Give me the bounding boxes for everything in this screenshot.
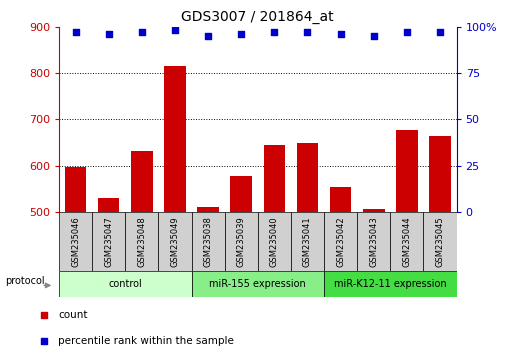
Point xyxy=(370,33,378,39)
Bar xyxy=(291,212,324,271)
Title: GDS3007 / 201864_at: GDS3007 / 201864_at xyxy=(182,10,334,24)
Point xyxy=(40,338,48,343)
Point xyxy=(40,312,48,318)
Point xyxy=(270,29,279,35)
Point xyxy=(436,29,444,35)
Text: percentile rank within the sample: percentile rank within the sample xyxy=(58,336,234,346)
Bar xyxy=(396,130,418,212)
Bar xyxy=(363,209,385,212)
Text: GSM235039: GSM235039 xyxy=(236,216,246,267)
Bar xyxy=(429,136,451,212)
Text: miR-K12-11 expression: miR-K12-11 expression xyxy=(334,279,447,289)
Bar xyxy=(390,212,423,271)
Point xyxy=(137,29,146,35)
Text: GSM235042: GSM235042 xyxy=(336,216,345,267)
Text: GSM235046: GSM235046 xyxy=(71,216,80,267)
Text: protocol: protocol xyxy=(5,276,44,286)
Text: GSM235041: GSM235041 xyxy=(303,216,312,267)
Bar xyxy=(131,151,152,212)
Bar xyxy=(198,207,219,212)
Text: GSM235038: GSM235038 xyxy=(204,216,212,267)
Bar xyxy=(230,176,252,212)
Text: control: control xyxy=(108,279,142,289)
Point xyxy=(204,33,212,39)
Bar xyxy=(65,167,86,212)
Point xyxy=(303,29,311,35)
Text: GSM235049: GSM235049 xyxy=(170,216,180,267)
Bar xyxy=(264,145,285,212)
Bar xyxy=(98,198,120,212)
Bar xyxy=(92,212,125,271)
Point xyxy=(337,31,345,37)
Bar xyxy=(191,271,324,297)
Bar xyxy=(59,271,191,297)
Text: GSM235047: GSM235047 xyxy=(104,216,113,267)
Text: GSM235048: GSM235048 xyxy=(137,216,146,267)
Text: GSM235043: GSM235043 xyxy=(369,216,378,267)
Bar xyxy=(258,212,291,271)
Point xyxy=(71,29,80,35)
Point xyxy=(403,29,411,35)
Bar xyxy=(159,212,191,271)
Bar xyxy=(59,212,92,271)
Bar xyxy=(297,143,318,212)
Text: miR-155 expression: miR-155 expression xyxy=(209,279,306,289)
Bar xyxy=(125,212,159,271)
Text: GSM235044: GSM235044 xyxy=(402,216,411,267)
Bar xyxy=(225,212,258,271)
Text: GSM235040: GSM235040 xyxy=(270,216,279,267)
Bar xyxy=(191,212,225,271)
Bar xyxy=(423,212,457,271)
Bar xyxy=(324,271,457,297)
Point xyxy=(171,28,179,33)
Bar xyxy=(164,66,186,212)
Text: GSM235045: GSM235045 xyxy=(436,216,444,267)
Point xyxy=(105,31,113,37)
Bar xyxy=(357,212,390,271)
Bar xyxy=(324,212,357,271)
Point xyxy=(237,31,245,37)
Text: count: count xyxy=(58,310,88,320)
Bar xyxy=(330,187,351,212)
